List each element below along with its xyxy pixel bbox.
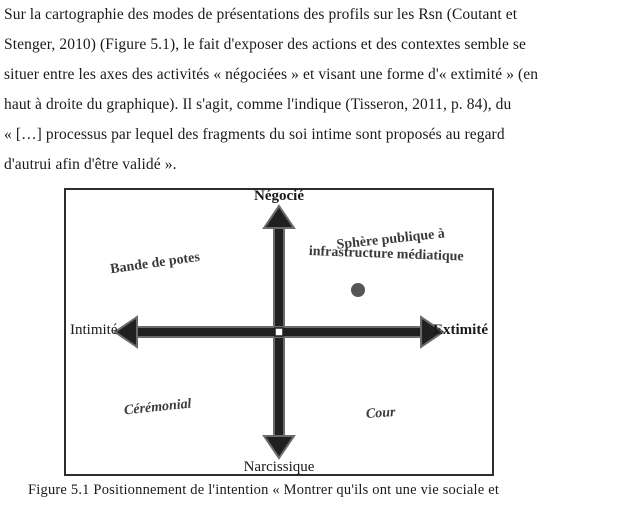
body-line-4: haut à droite du graphique). Il s'agit, …: [4, 96, 511, 113]
quadrant-label-bottom-right: Cour: [365, 405, 396, 423]
body-line-5: « […] processus par lequel des fragments…: [4, 126, 505, 143]
center-marker: [275, 328, 283, 336]
axis-label-bottom: Narcissique: [244, 459, 315, 476]
body-line-6: d'autrui afin d'être validé ».: [4, 156, 177, 173]
body-line-3: situer entre les axes des activités « né…: [4, 66, 538, 83]
axis-label-right: Extimité: [433, 322, 488, 339]
axis-label-left: Intimité: [70, 322, 118, 339]
quadrant-label-top-right-line2: infrastructure médiatique: [309, 244, 464, 264]
body-paragraph: Sur la cartographie des modes de présent…: [4, 0, 619, 180]
body-line-1: Sur la cartographie des modes de présent…: [4, 6, 517, 23]
axis-label-top: Négocié: [254, 188, 304, 205]
figure-caption: Figure 5.1 Positionnement de l'intention…: [28, 482, 619, 499]
position-dot: [351, 283, 365, 297]
page: Sur la cartographie des modes de présent…: [0, 0, 623, 499]
body-line-2: Stenger, 2010) (Figure 5.1), le fait d'e…: [4, 36, 526, 53]
figure-quadrant-diagram: Négocié Narcissique Intimité Extimité Ba…: [64, 188, 494, 476]
